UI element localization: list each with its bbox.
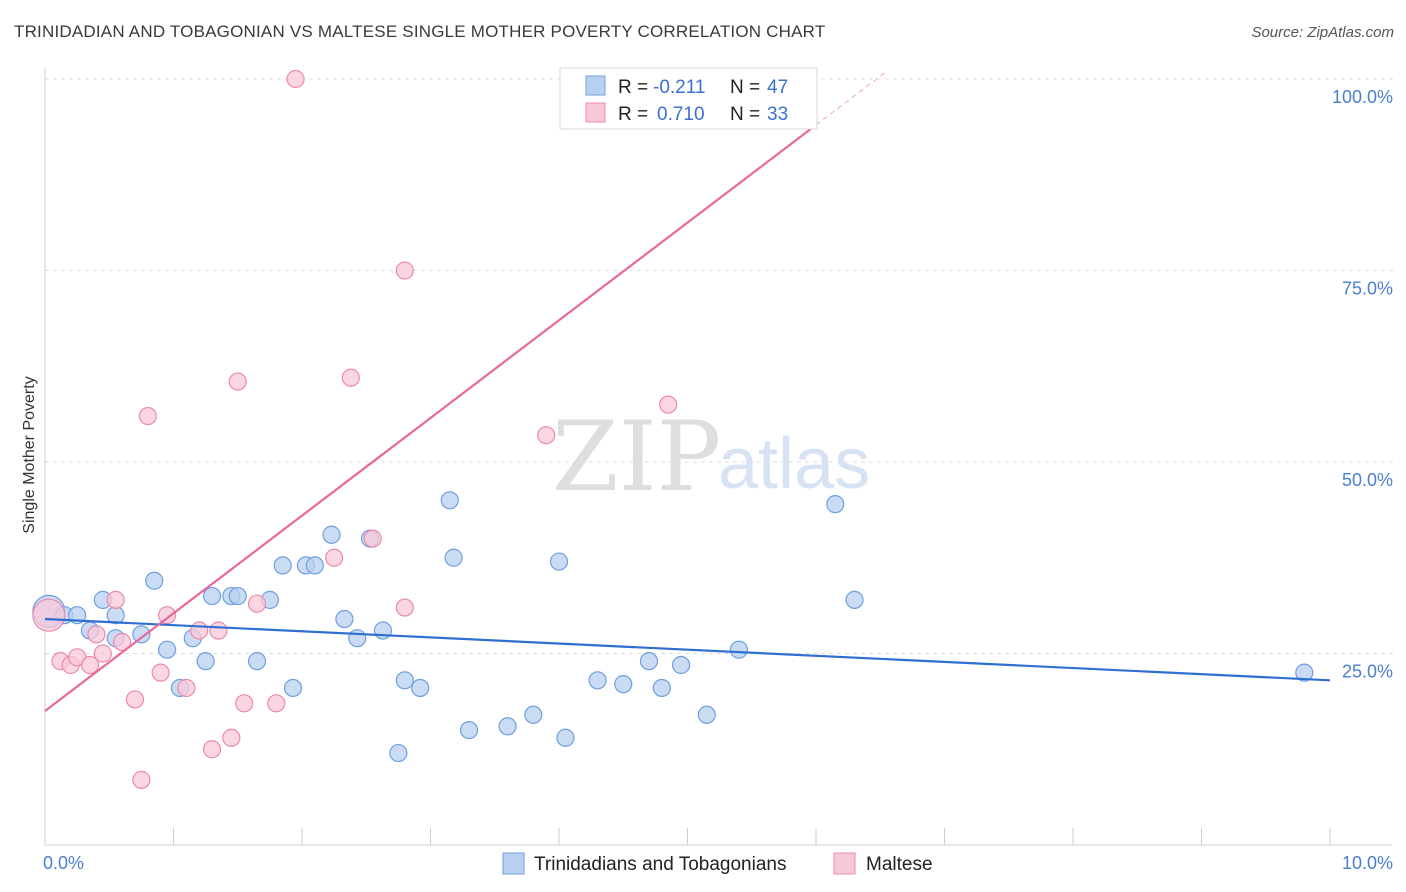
maltese-point <box>228 372 247 391</box>
x-tick-label: 0.0% <box>43 853 84 873</box>
maltese-point <box>80 655 100 675</box>
maltese-point <box>537 426 556 445</box>
trinidadian-point <box>247 652 267 671</box>
trinidadian-point <box>498 717 517 736</box>
y-tick-label: 75.0% <box>1342 279 1393 299</box>
trinidadian-point <box>283 678 303 698</box>
maltese-point <box>202 740 222 759</box>
maltese-point <box>132 770 151 789</box>
x-tick-labels: 0.0% 10.0% <box>43 853 1393 873</box>
maltese-point <box>395 598 414 617</box>
legend-n-value-pink: 33 <box>767 104 788 125</box>
stats-legend: R = -0.211 N = 47 R = 0.710 N = 33 <box>559 67 818 130</box>
trend-line-maltese <box>44 124 817 712</box>
trinidadian-point <box>524 705 543 724</box>
trinidadian-point <box>652 678 671 698</box>
y-axis-label: Single Mother Poverty <box>21 376 38 533</box>
legend-r-value-blue: -0.211 <box>653 77 705 98</box>
maltese-point <box>286 69 305 89</box>
maltese-point <box>363 529 382 548</box>
trinidadian-point <box>440 491 459 510</box>
trinidadian-point <box>196 652 215 671</box>
bottom-legend-label-trinidadian: Trinidadians and Tobagonians <box>534 854 786 875</box>
chart-title: TRINIDADIAN AND TOBAGONIAN VS MALTESE SI… <box>14 22 826 41</box>
trinidadian-point <box>697 705 716 724</box>
maltese-point <box>209 621 228 640</box>
bottom-legend-label-maltese: Maltese <box>866 854 933 875</box>
trinidadian-point <box>845 590 864 609</box>
legend-n-value-blue: 47 <box>767 77 788 98</box>
maltese-point <box>32 598 66 632</box>
y-tick-label: 100.0% <box>1332 87 1393 107</box>
watermark-atlas: atlas <box>718 424 870 504</box>
trinidadian-point <box>348 629 367 648</box>
legend-r-label-pink: R = <box>618 104 648 125</box>
trinidadian-point <box>459 720 479 740</box>
legend-swatch-pink <box>585 102 606 123</box>
trinidadian-point <box>389 743 408 763</box>
trinidadian-point <box>556 728 575 747</box>
series-trinidadian-points <box>32 491 1314 763</box>
maltese-point <box>112 632 132 652</box>
legend-swatch-blue <box>585 75 606 96</box>
trinidadian-point <box>1295 663 1314 682</box>
maltese-point <box>125 690 145 709</box>
trinidadian-point <box>335 609 354 629</box>
maltese-point <box>222 728 241 747</box>
grid-lines <box>45 78 1395 654</box>
trinidadian-point <box>671 655 691 675</box>
bottom-legend-swatch-pink <box>833 852 856 875</box>
maltese-point <box>341 368 360 387</box>
legend-n-label-pink: N = <box>730 104 760 125</box>
trinidadian-point <box>228 586 247 606</box>
maltese-point <box>177 678 196 698</box>
trinidadian-point <box>322 525 341 544</box>
maltese-point <box>659 395 678 414</box>
series-maltese-points <box>32 69 678 789</box>
maltese-point <box>157 606 177 625</box>
maltese-point <box>267 694 286 713</box>
trend-line-maltese-extension <box>815 70 888 126</box>
maltese-point <box>247 594 267 613</box>
trinidadian-point <box>729 640 749 659</box>
trinidadian-point <box>444 548 463 567</box>
source-credit: Source: ZipAtlas.com <box>1251 24 1394 41</box>
maltese-point <box>235 694 254 713</box>
trinidadian-point <box>273 556 292 575</box>
legend-r-value-pink: 0.710 <box>657 104 705 125</box>
maltese-point <box>325 548 344 567</box>
trinidadian-point <box>305 556 324 575</box>
legend-n-label-blue: N = <box>730 77 760 98</box>
legend-r-label-blue: R = <box>618 77 648 98</box>
trinidadian-point <box>588 671 607 690</box>
x-tick-label: 10.0% <box>1342 853 1393 873</box>
y-tick-label: 50.0% <box>1342 470 1393 490</box>
trend-line-trinidadian <box>44 617 1331 682</box>
trinidadian-point <box>132 625 151 644</box>
trinidadian-point <box>411 678 430 698</box>
trinidadian-point <box>145 571 164 590</box>
trinidadian-point <box>826 495 845 514</box>
trend-lines <box>44 70 1331 712</box>
y-tick-label: 25.0% <box>1342 662 1393 682</box>
maltese-point <box>190 621 209 640</box>
y-tick-labels: 25.0% 50.0% 75.0% 100.0% <box>1332 87 1393 682</box>
trinidadian-point <box>202 586 222 606</box>
maltese-point <box>93 644 112 663</box>
maltese-point <box>151 663 170 682</box>
trinidadian-point <box>549 552 569 571</box>
axes <box>44 68 1392 846</box>
series-legend: Trinidadians and Tobagonians Maltese <box>502 852 933 875</box>
trinidadian-point <box>395 671 414 690</box>
trinidadian-point <box>157 640 177 659</box>
maltese-point <box>395 261 414 280</box>
trinidadian-point <box>614 675 633 694</box>
maltese-point <box>138 406 157 426</box>
bottom-legend-swatch-blue <box>502 852 525 875</box>
maltese-point <box>106 590 125 609</box>
trinidadian-point <box>639 652 659 671</box>
maltese-point <box>87 625 106 644</box>
watermark-zip: ZIP <box>552 401 721 513</box>
